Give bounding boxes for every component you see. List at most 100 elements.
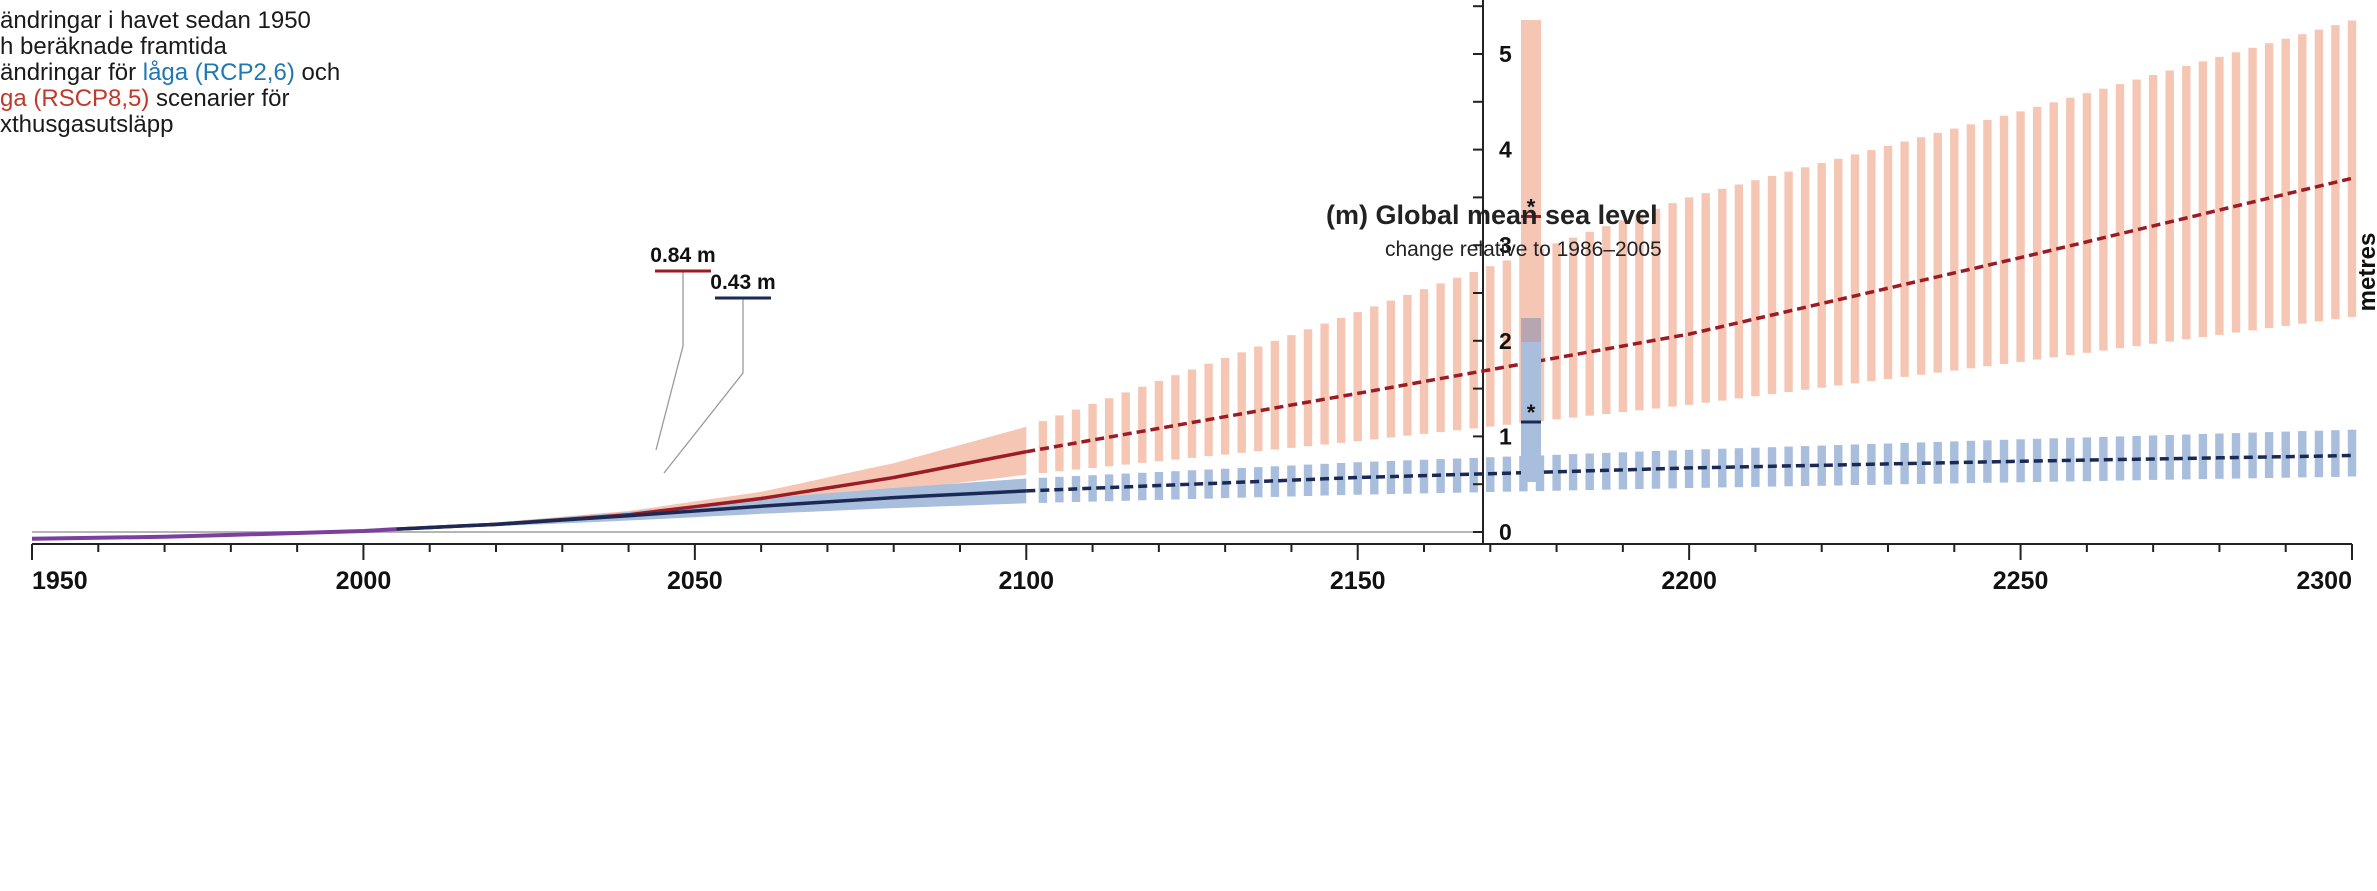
high-band-stripe: [2347, 20, 2357, 317]
overlap-range-bar: [1521, 318, 1541, 342]
low-band-stripe: [2298, 431, 2307, 478]
uncertainty-bands: [396, 20, 2357, 530]
x-tick-label: 1950: [32, 567, 88, 595]
high-band-stripe: [1419, 289, 1429, 434]
high-band-stripe: [1254, 346, 1263, 452]
observed-line: [31, 527, 397, 541]
high-band-stripe: [1187, 369, 1197, 458]
high-band-stripe: [1684, 197, 1694, 405]
low-band-stripe: [1734, 448, 1744, 488]
high-band-stripe: [1088, 403, 1097, 468]
y-tick-label: 5: [1499, 41, 1512, 67]
low-band-stripe: [1287, 465, 1296, 497]
high-band-stripe: [1883, 145, 1893, 380]
low-band-stripe: [1104, 474, 1114, 502]
intro-line-5: xthusgasutsläpp: [0, 111, 174, 138]
high-band-stripe: [2314, 29, 2324, 322]
low-band-stripe: [1718, 448, 1727, 488]
low-band-stripe: [1353, 462, 1362, 495]
low-band-stripe: [1270, 466, 1280, 497]
high-band-stripe: [1336, 317, 1346, 443]
low-band-stripe: [1916, 442, 1926, 484]
series-lines: [31, 176, 2353, 541]
high-band-stripe: [1602, 226, 1611, 414]
high-band-stripe: [1800, 167, 1810, 390]
high-band-stripe: [1220, 358, 1230, 455]
low-band-stripe: [1900, 442, 1909, 485]
high-band-stripe: [2264, 43, 2274, 329]
x-tick-label: 2000: [336, 567, 392, 595]
low-band-stripe: [1800, 446, 1810, 486]
value-callouts: 0.84 m 0.43 m: [650, 244, 776, 474]
intro-line-3-suffix: och: [294, 59, 341, 86]
x-tick-label: 2100: [998, 567, 1054, 595]
low-band-stripe: [1088, 475, 1097, 502]
x-tick-label: 2250: [1993, 567, 2049, 595]
x-tick-label: 2200: [1661, 567, 1717, 595]
high-band-stripe: [1104, 398, 1114, 467]
intro-line-2: h beräknade framtida: [0, 33, 227, 60]
high-band-stripe: [1718, 188, 1727, 401]
high-band-stripe: [1303, 329, 1313, 447]
high-band-stripe: [2248, 47, 2257, 331]
high-band-stripe: [1237, 352, 1246, 453]
low-band-stripe: [1469, 457, 1478, 493]
intro-text: ändringar i havet sedan 1950 h beräknade…: [0, 8, 420, 138]
high-band-stripe: [2099, 88, 2108, 351]
high-band-stripe: [2016, 111, 2025, 362]
high-band-stripe: [1386, 300, 1396, 438]
low-band-stripe: [2281, 431, 2290, 478]
y-tick-label: 4: [1499, 137, 1512, 163]
low-band-stripe: [2264, 432, 2274, 478]
high-band-stripe: [1933, 132, 1942, 373]
high-band-stripe: [1138, 386, 1147, 463]
low-band-stripe: [1452, 458, 1462, 493]
high-band-stripe: [1486, 266, 1495, 427]
y-tick-label: 2: [1499, 328, 1512, 354]
high-band-stripe: [1270, 340, 1280, 450]
high-band-stripe: [2182, 66, 2191, 340]
high-band-stripe: [1171, 375, 1180, 460]
high-band-stripe: [1767, 175, 1777, 395]
high-band-stripe: [1668, 203, 1677, 407]
low-band-stripe: [2165, 435, 2174, 480]
low-band-stripe: [1635, 451, 1644, 489]
high-band-stripe: [2331, 25, 2340, 320]
high-band-stripe: [2115, 84, 2125, 349]
low-band-stripe: [1187, 470, 1197, 499]
low-band-stripe: [2082, 437, 2092, 482]
low-band-stripe: [2331, 430, 2340, 477]
low-band-stripe: [2347, 429, 2357, 477]
high-band-stripe: [1651, 208, 1661, 409]
high-band-stripe: [1950, 128, 1959, 371]
high-scenario-name: ga (RSCP8,5): [0, 85, 150, 112]
low-band-stripe: [1817, 445, 1826, 486]
low-band-stripe: [1171, 471, 1180, 500]
high-band-stripe: [1999, 115, 2009, 364]
high-band-stripe: [1121, 392, 1130, 465]
high-band-stripe: [1552, 243, 1561, 420]
high-band-stripe: [1154, 381, 1164, 462]
high-band-stripe: [2298, 34, 2307, 324]
high-band-stripe: [1502, 260, 1512, 425]
intro-line-1: ändringar i havet sedan 1950: [0, 8, 311, 34]
high-band-stripe: [1900, 141, 1909, 377]
high-band-stripe: [2281, 38, 2290, 326]
high-band-stripe: [2082, 93, 2092, 353]
high-callout-label: 0.84 m: [650, 244, 715, 267]
low-callout-label: 0.43 m: [710, 271, 775, 294]
x-tick-label: 2150: [1330, 567, 1386, 595]
high-band-stripe: [2066, 97, 2075, 356]
high-band-stripe: [1585, 231, 1594, 416]
chart-subtitle: change relative to 1986–2005: [1385, 238, 1662, 261]
high-band-stripe: [1850, 154, 1860, 384]
high-band-stripe: [1403, 294, 1412, 436]
low-band-stripe: [1552, 454, 1561, 491]
high-band-stripe: [1055, 415, 1064, 472]
x-tick-label: 2300: [2296, 567, 2352, 595]
high-band-stripe: [2049, 102, 2058, 358]
y-axis-label: metres: [2354, 233, 2377, 312]
high-band-stripe: [1469, 272, 1478, 429]
intro-line-3-prefix: ändringar för: [0, 59, 143, 86]
